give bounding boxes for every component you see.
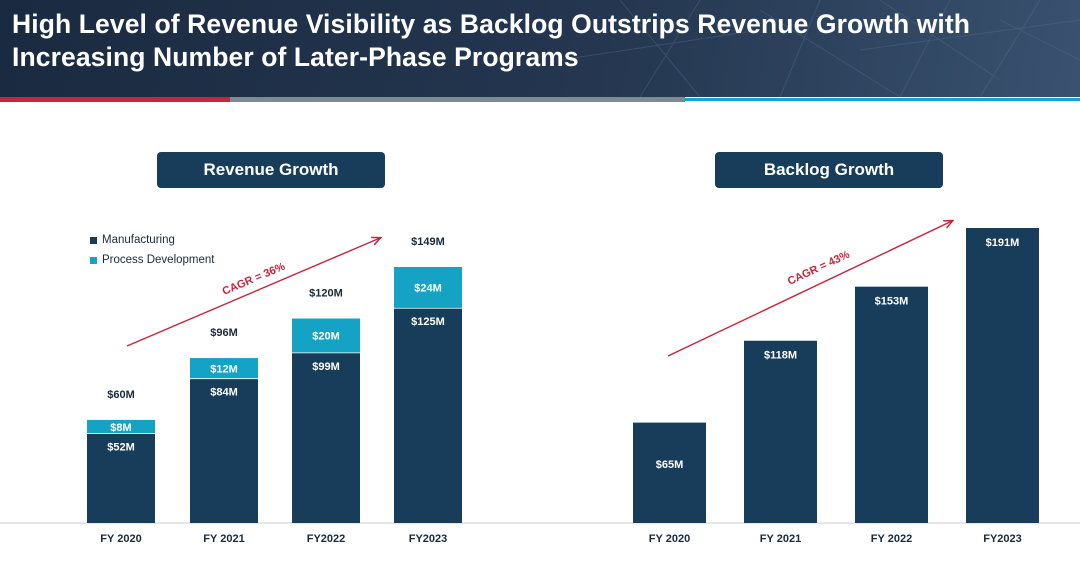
revenue-label-process-development-fy-2021: $12M	[210, 363, 238, 375]
revenue-bar-process-development-fy2023	[394, 267, 462, 309]
revenue-bar-manufacturing-fy-2020	[87, 433, 155, 523]
backlog-cagr-arrow	[667, 221, 952, 357]
backlog-chart-title: Backlog Growth	[715, 152, 943, 188]
legend-swatch-process-development	[90, 256, 97, 264]
accent-stripe-cyan	[685, 98, 1080, 101]
revenue-bar-manufacturing-fy-2021	[190, 378, 258, 523]
revenue-bar-process-development-fy2022	[292, 318, 360, 353]
backlog-bar-fy-2022	[855, 286, 928, 523]
revenue-category-label-fy-2021: FY 2021	[203, 533, 244, 545]
header-decoration	[559, 0, 1080, 97]
revenue-label-manufacturing-fy-2021: $84M	[210, 387, 238, 399]
backlog-category-label-fy-2022: FY 2022	[871, 533, 912, 545]
backlog-bar-fy-2021	[744, 340, 817, 523]
page-title: High Level of Revenue Visibility as Back…	[12, 9, 971, 72]
revenue-label-process-development-fy2023: $24M	[414, 283, 442, 295]
revenue-bar-manufacturing-fy2022	[292, 352, 360, 523]
revenue-legend: Manufacturing Process Development	[90, 230, 215, 270]
backlog-category-label-fy-2020: FY 2020	[649, 533, 690, 545]
revenue-label-process-development-fy2022: $20M	[312, 331, 340, 343]
revenue-total-label-fy-2020: $60M	[107, 389, 135, 401]
backlog-label-fy2023: $191M	[986, 237, 1020, 249]
backlog-category-label-fy2023: FY2023	[983, 533, 1022, 545]
revenue-category-label-fy2023: FY2023	[409, 533, 448, 545]
revenue-label-process-development-fy-2020: $8M	[110, 422, 131, 434]
revenue-category-label-fy-2020: FY 2020	[100, 533, 141, 545]
revenue-label-manufacturing-fy2022: $99M	[312, 361, 340, 373]
revenue-bar-process-development-fy-2020	[87, 419, 155, 434]
backlog-label-fy-2020: $65M	[656, 459, 684, 471]
backlog-category-label-fy-2021: FY 2021	[760, 533, 801, 545]
legend-swatch-manufacturing	[90, 236, 97, 244]
revenue-label-manufacturing-fy-2020: $52M	[107, 442, 135, 454]
revenue-label-manufacturing-fy2023: $125M	[411, 316, 445, 328]
revenue-bar-manufacturing-fy2023	[394, 308, 462, 523]
revenue-chart-title: Revenue Growth	[157, 152, 385, 188]
revenue-bar-process-development-fy-2021	[190, 358, 258, 379]
accent-stripe-grey	[230, 97, 685, 102]
backlog-bar-fy2023	[966, 228, 1039, 523]
accent-stripe-red	[0, 97, 230, 102]
revenue-total-label-fy2023: $149M	[411, 236, 445, 248]
legend-item-process-development: Process Development	[90, 250, 215, 270]
revenue-total-label-fy2022: $120M	[309, 288, 343, 300]
header-banner: High Level of Revenue Visibility as Back…	[0, 0, 1080, 97]
backlog-cagr-label: CAGR = 43%	[786, 249, 852, 288]
backlog-label-fy-2021: $118M	[764, 350, 797, 362]
backlog-label-fy-2022: $153M	[875, 296, 909, 308]
revenue-total-label-fy-2021: $96M	[210, 327, 238, 339]
legend-item-manufacturing: Manufacturing	[90, 230, 215, 250]
revenue-cagr-arrow	[126, 238, 380, 347]
legend-label-process-development: Process Development	[102, 254, 215, 266]
legend-label-manufacturing: Manufacturing	[102, 234, 175, 246]
backlog-bar-fy-2020	[633, 422, 706, 523]
revenue-category-label-fy2022: FY2022	[307, 533, 346, 545]
